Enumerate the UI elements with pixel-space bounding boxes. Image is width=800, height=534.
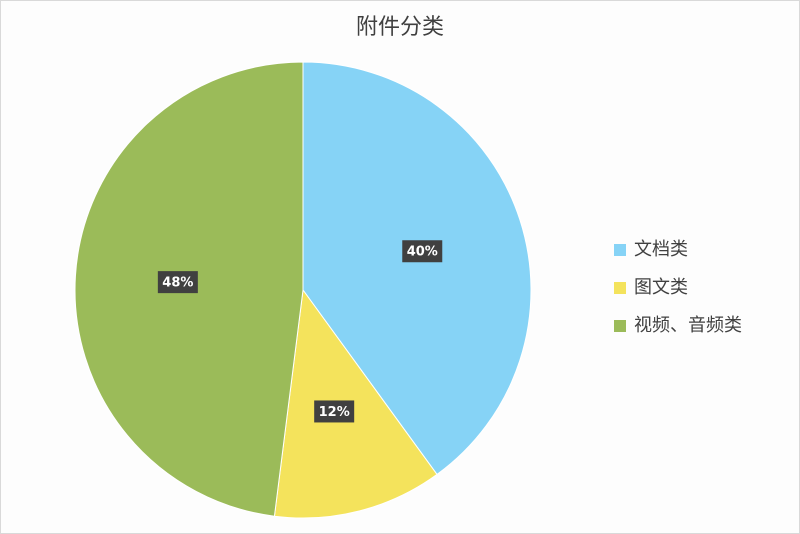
value-label-box bbox=[157, 271, 198, 294]
pie-slice bbox=[302, 61, 532, 476]
legend-swatch bbox=[614, 282, 626, 294]
value-label: 12% bbox=[319, 405, 350, 420]
legend-swatch bbox=[614, 320, 626, 332]
value-label-box bbox=[314, 400, 355, 423]
pie-slice bbox=[273, 288, 438, 519]
value-label: 40% bbox=[407, 245, 438, 260]
value-label-box bbox=[402, 240, 443, 263]
value-label: 48% bbox=[162, 276, 193, 291]
legend-label: 图文类 bbox=[634, 277, 688, 298]
legend-label: 视频、音频类 bbox=[634, 315, 742, 336]
legend-label: 文档类 bbox=[634, 239, 688, 260]
chart-title: 附件分类 bbox=[356, 15, 444, 40]
legend-swatch bbox=[614, 244, 626, 256]
